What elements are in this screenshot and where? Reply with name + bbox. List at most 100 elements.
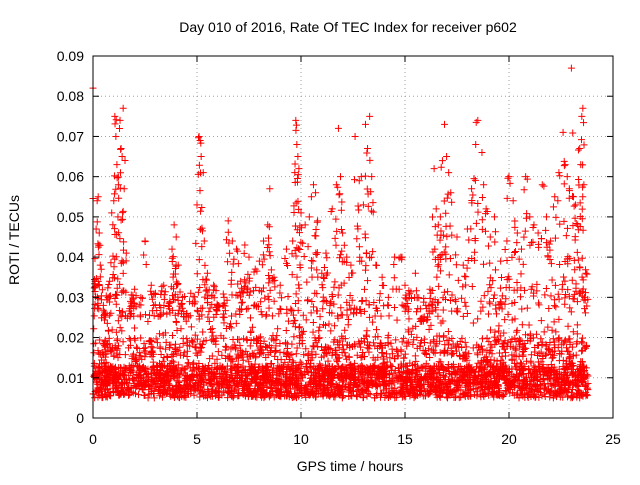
roti-point-trail: [576, 263, 584, 271]
roti-point-trail: [278, 294, 286, 302]
roti-point-trail: [511, 298, 519, 306]
roti-point-dense: [500, 373, 508, 381]
roti-point-trail: [116, 280, 124, 288]
roti-point: [505, 173, 513, 181]
roti-point-trail: [321, 297, 329, 305]
roti-point-dense: [145, 382, 153, 390]
roti-point-dense: [566, 355, 574, 363]
roti-point-trail: [462, 281, 470, 289]
roti-point-dense: [548, 354, 556, 362]
roti-point-trail: [502, 295, 510, 303]
roti-point-dense: [239, 356, 247, 364]
roti-point-dense: [100, 380, 108, 388]
roti-point-dense: [245, 386, 253, 394]
roti-point-dense: [338, 383, 346, 391]
roti-point-dense: [315, 327, 323, 335]
roti-point-dense: [127, 384, 135, 392]
roti-point-dense: [235, 336, 243, 344]
roti-point-trail: [111, 274, 119, 282]
roti-point-dense: [573, 321, 581, 329]
roti-point-trail: [572, 220, 580, 228]
roti-point-dense: [214, 348, 222, 356]
roti-point-dense: [134, 363, 142, 371]
roti-point-dense: [404, 338, 412, 346]
roti-point-trail: [313, 307, 321, 315]
roti-point-dense: [519, 340, 527, 348]
roti-point-dense: [142, 377, 150, 385]
roti-point-dense: [422, 349, 430, 357]
roti-point-dense: [160, 389, 168, 397]
roti-point-dense: [153, 379, 161, 387]
roti-point-dense: [204, 372, 212, 380]
roti-point-trail: [358, 297, 366, 305]
roti-point-dense: [183, 362, 191, 370]
roti-point-dense: [151, 383, 159, 391]
roti-point-trail: [542, 226, 550, 234]
roti-point-trail: [547, 292, 555, 300]
roti-point: [579, 104, 587, 112]
roti-point-dense: [512, 328, 520, 336]
roti-point: [108, 209, 116, 217]
roti-point: [322, 249, 330, 257]
roti-point-dense: [530, 392, 538, 400]
roti-point-trail: [459, 283, 467, 291]
roti-point: [436, 213, 444, 221]
roti-point-trail: [250, 268, 258, 276]
roti-point-trail: [288, 271, 296, 279]
roti-point-dense: [110, 352, 118, 360]
roti-point-dense: [150, 390, 158, 398]
roti-point-dense: [496, 298, 504, 306]
roti-point-dense: [464, 364, 472, 372]
roti-point-dense: [103, 385, 111, 393]
roti-point-trail: [106, 292, 114, 300]
roti-point-dense: [243, 336, 251, 344]
roti-point-trail: [198, 224, 206, 232]
roti-point-trail: [294, 306, 302, 314]
roti-point: [443, 153, 451, 161]
roti-point: [116, 116, 124, 124]
roti-point-dense: [472, 384, 480, 392]
roti-point-trail: [369, 199, 377, 207]
roti-point-trail: [348, 296, 356, 304]
roti-point-dense: [226, 390, 234, 398]
roti-point-dense: [294, 375, 302, 383]
roti-point-trail: [244, 284, 252, 292]
roti-point-trail: [362, 297, 370, 305]
roti-point-dense: [482, 361, 490, 369]
roti-point-trail: [291, 178, 299, 186]
roti-point-dense: [262, 362, 270, 370]
roti-point-trail: [484, 242, 492, 250]
roti-point-trail: [126, 313, 134, 321]
roti-point-dense: [94, 393, 102, 401]
roti-point-dense: [197, 348, 205, 356]
roti-point-dense: [131, 356, 139, 364]
roti-point-dense: [282, 392, 290, 400]
roti-point-dense: [194, 288, 202, 296]
roti-point-trail: [563, 224, 571, 232]
roti-point-dense: [90, 325, 98, 333]
roti-point-trail: [521, 227, 529, 235]
roti-point-dense: [256, 344, 264, 352]
roti-point-dense: [207, 388, 215, 396]
roti-point-trail: [224, 228, 232, 236]
roti-point-dense: [455, 362, 463, 370]
roti-point-dense: [425, 345, 433, 353]
roti-point-trail: [291, 160, 299, 168]
roti-point-dense: [105, 340, 113, 348]
roti-point-trail: [113, 284, 121, 292]
roti-point: [293, 140, 301, 148]
roti-point-dense: [527, 357, 535, 365]
roti-point-dense: [345, 353, 353, 361]
roti-point: [334, 124, 342, 132]
roti-point-dense: [247, 352, 255, 360]
roti-point-trail: [107, 259, 115, 267]
roti-point: [117, 145, 125, 153]
roti-point-dense: [451, 393, 459, 401]
roti-point-dense: [113, 337, 121, 345]
roti-point-trail: [434, 262, 442, 270]
roti-point-dense: [525, 321, 533, 329]
roti-point-dense: [308, 354, 316, 362]
roti-point-trail: [334, 183, 342, 191]
roti-point-dense: [272, 336, 280, 344]
roti-point-dense: [531, 370, 539, 378]
